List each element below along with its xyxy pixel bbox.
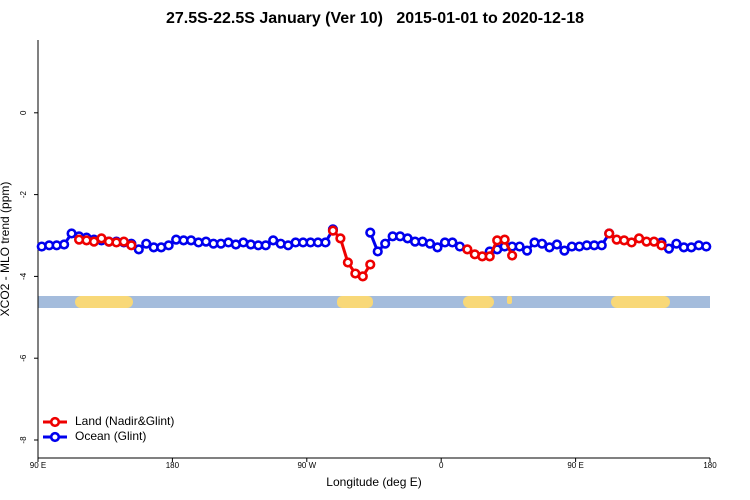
land-patch xyxy=(337,296,373,308)
data-point xyxy=(357,271,368,282)
data-point xyxy=(671,238,682,249)
land-patch xyxy=(463,296,494,308)
data-point xyxy=(118,236,129,247)
y-tick-label: -2 xyxy=(19,191,28,199)
legend: Land (Nadir&Glint)Ocean (Glint) xyxy=(43,414,174,443)
data-point xyxy=(604,228,615,239)
x-tick-label: 180 xyxy=(166,461,180,470)
legend-marker xyxy=(49,431,61,443)
data-point xyxy=(327,225,339,236)
data-point xyxy=(514,241,525,252)
data-point xyxy=(163,240,174,251)
data-point xyxy=(507,250,518,261)
y-tick-label: -8 xyxy=(19,436,28,444)
data-point xyxy=(335,233,346,244)
data-point xyxy=(447,237,458,248)
x-axis-label: Longitude (deg E) xyxy=(326,475,421,489)
x-tick-label: 90 E xyxy=(30,461,46,470)
legend-marker xyxy=(49,416,61,428)
data-point xyxy=(656,240,667,251)
data-point xyxy=(380,238,391,249)
y-tick-label: -4 xyxy=(19,272,28,280)
land-ocean-strip xyxy=(38,296,710,308)
legend-label: Land (Nadir&Glint) xyxy=(75,414,174,428)
data-point xyxy=(126,240,137,251)
data-point xyxy=(424,238,436,249)
data-point xyxy=(133,244,144,255)
data-point xyxy=(432,242,443,253)
x-tick-label: 90 E xyxy=(567,461,583,470)
data-point xyxy=(701,241,712,252)
data-point xyxy=(559,245,570,256)
y-axis-label: XCO2 - MLO trend (ppm) xyxy=(0,182,12,317)
chart-title: 27.5S-22.5S January (Ver 10) 2015-01-01 … xyxy=(166,10,584,27)
data-point xyxy=(260,240,271,251)
data-point xyxy=(320,237,331,248)
land-patch xyxy=(611,296,670,308)
land-patch xyxy=(75,296,133,308)
data-point xyxy=(551,239,563,250)
x-tick-label: 180 xyxy=(703,461,717,470)
data-point xyxy=(484,251,495,262)
data-point xyxy=(462,244,473,255)
legend-label: Ocean (Glint) xyxy=(75,429,146,443)
data-point xyxy=(365,227,376,238)
data-point xyxy=(365,259,376,270)
x-tick-label: 0 xyxy=(439,461,444,470)
series xyxy=(36,224,712,257)
data-point xyxy=(372,246,383,257)
data-point xyxy=(648,236,660,247)
data-point xyxy=(59,239,70,250)
data-point xyxy=(521,245,533,256)
ocean-strip xyxy=(38,296,710,308)
data-point xyxy=(342,257,353,268)
data-point xyxy=(536,238,548,249)
data-point xyxy=(499,234,510,245)
data-point xyxy=(141,238,152,249)
land-patch xyxy=(507,296,512,304)
data-point xyxy=(596,240,607,251)
y-tick-label: 0 xyxy=(19,110,28,115)
data-point xyxy=(626,237,637,248)
series xyxy=(73,225,667,282)
y-tick-label: -6 xyxy=(19,354,28,362)
x-tick-label: 90 W xyxy=(297,461,316,470)
